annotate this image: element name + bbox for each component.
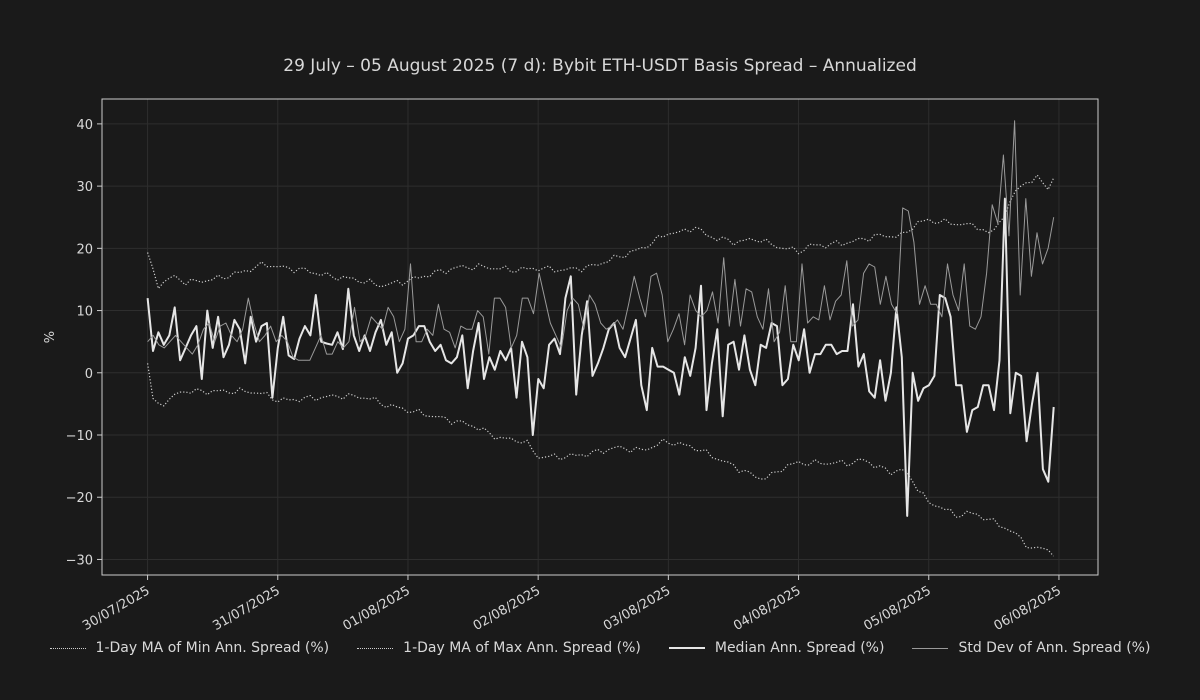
chart: 29 July – 05 August 2025 (7 d): Bybit ET… [43,56,1099,634]
series-line-4 [147,120,1055,361]
legend-swatch-std [912,647,949,649]
legend-label-median: Median Ann. Spread (%) [714,640,885,656]
y-axis: −30 −20 −10 0 10 20 30 40 [66,118,102,568]
y-tick-label: 30 [76,180,93,195]
grid [102,99,1098,575]
y-tick-label: −20 [66,491,93,506]
x-tick-label: 03/08/2025 [601,583,673,633]
plot-frame [101,98,1099,576]
legend-item-median: Median Ann. Spread (%) [668,640,885,656]
y-axis-label: % [43,331,58,343]
series-line-1 [147,363,1054,557]
legend-label-min: 1-Day MA of Min Ann. Spread (%) [95,640,330,656]
x-tick-label: 30/07/2025 [80,583,152,633]
legend-label-std: Std Dev of Ann. Spread (%) [958,640,1151,656]
x-tick-label: 06/08/2025 [992,583,1064,633]
x-axis: 30/07/2025 31/07/2025 01/08/2025 02/08/2025… [80,575,1064,634]
y-tick-label: −30 [66,553,93,568]
y-tick-label: 40 [76,118,93,133]
series-line-3 [146,197,1055,517]
y-tick-label: 0 [85,367,93,382]
legend-swatch-median [668,647,705,649]
x-tick-label: 02/08/2025 [471,583,543,633]
series-line-2 [147,174,1055,290]
y-tick-label: 10 [76,305,93,320]
x-tick-label: 01/08/2025 [341,583,413,633]
y-tick-label: −10 [66,429,93,444]
y-tick-label: 20 [76,242,93,257]
x-tick-label: 04/08/2025 [731,583,803,633]
legend-label-max: 1-Day MA of Max Ann. Spread (%) [403,640,641,656]
legend-item-min: 1-Day MA of Min Ann. Spread (%) [49,640,330,656]
legend-swatch-min [49,647,86,649]
legend-item-max: 1-Day MA of Max Ann. Spread (%) [357,640,641,656]
legend-swatch-max [357,647,394,649]
chart-title: 29 July – 05 August 2025 (7 d): Bybit ET… [283,56,916,76]
x-tick-label: 05/08/2025 [861,583,933,633]
legend: 1-Day MA of Min Ann. Spread (%) 1-Day MA… [0,640,1200,656]
x-tick-label: 31/07/2025 [210,583,282,633]
series-layer [146,120,1055,557]
legend-item-std: Std Dev of Ann. Spread (%) [912,640,1150,656]
